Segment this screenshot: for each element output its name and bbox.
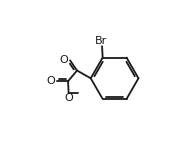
Text: O: O — [59, 55, 68, 65]
Text: Br: Br — [95, 36, 108, 46]
Text: O: O — [64, 93, 73, 103]
Text: O: O — [47, 76, 55, 86]
